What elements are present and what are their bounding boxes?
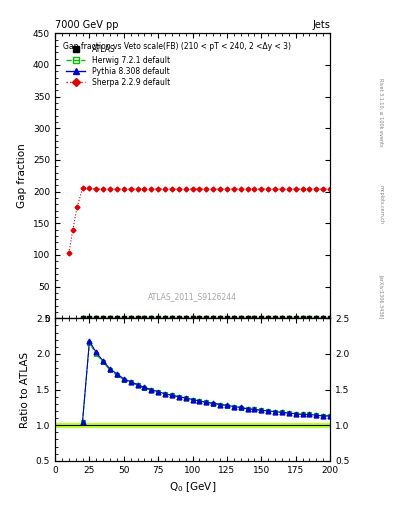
Text: Jets: Jets [312, 20, 330, 30]
Y-axis label: Gap fraction: Gap fraction [17, 143, 28, 208]
Y-axis label: Ratio to ATLAS: Ratio to ATLAS [20, 351, 30, 428]
Text: mcplots.cern.ch: mcplots.cern.ch [379, 185, 384, 224]
Text: Gap fraction vs Veto scale(FB) (210 < pT < 240, 2 <Δy < 3): Gap fraction vs Veto scale(FB) (210 < pT… [63, 42, 291, 51]
X-axis label: Q$_0$ [GeV]: Q$_0$ [GeV] [169, 480, 216, 494]
Text: [arXiv:1306.3436]: [arXiv:1306.3436] [379, 275, 384, 319]
Text: 7000 GeV pp: 7000 GeV pp [55, 20, 119, 30]
Text: ATLAS_2011_S9126244: ATLAS_2011_S9126244 [148, 292, 237, 301]
Legend: ATLAS, Herwig 7.2.1 default, Pythia 8.308 default, Sherpa 2.2.9 default: ATLAS, Herwig 7.2.1 default, Pythia 8.30… [63, 42, 173, 90]
Text: Rivet 3.1.10, ≥ 100k events: Rivet 3.1.10, ≥ 100k events [379, 78, 384, 147]
